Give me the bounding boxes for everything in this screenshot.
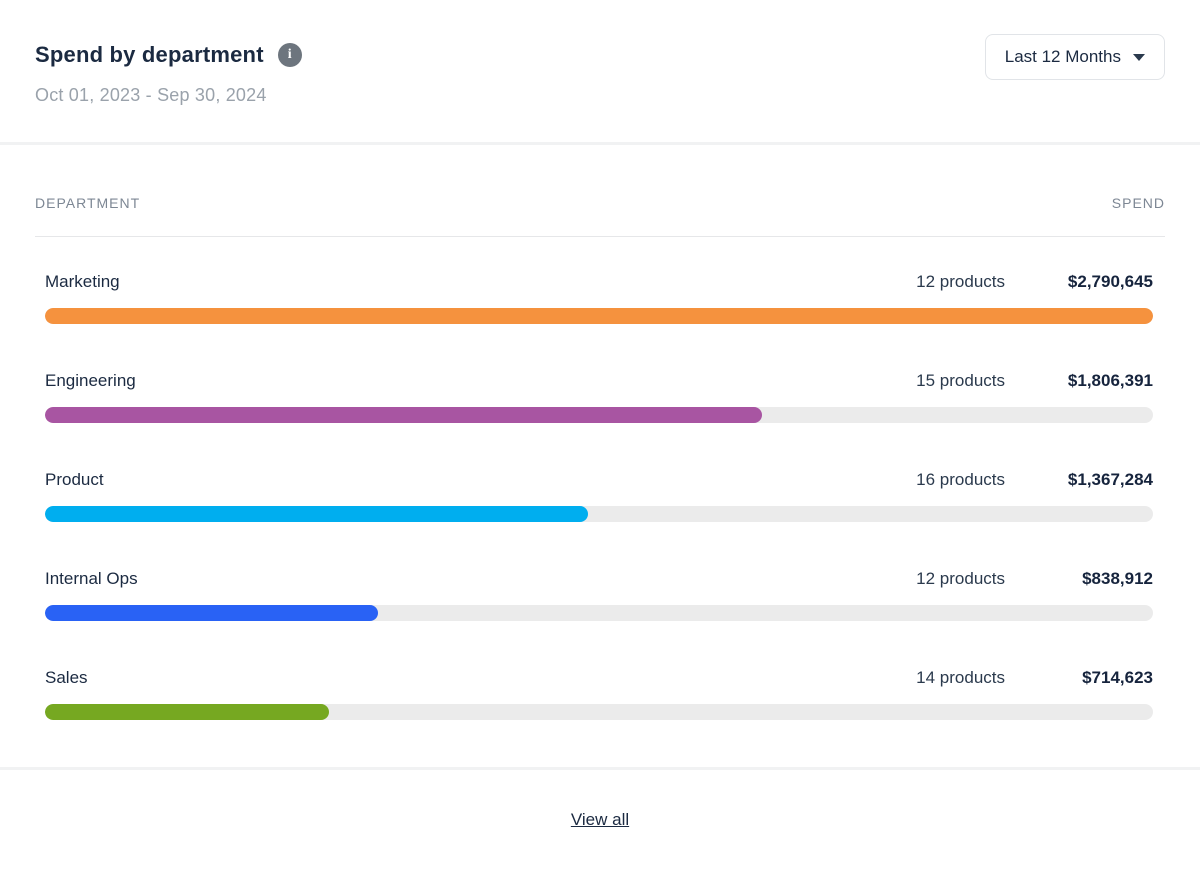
products-count: 14 products [916,668,1005,687]
table-row: Product 16 products $1,367,284 [35,435,1165,534]
chevron-down-icon [1133,53,1145,61]
department-label: Internal Ops [45,569,138,588]
department-label: Engineering [45,371,136,390]
spend-bar-track [45,605,1153,621]
spend-bar-fill [45,308,1153,324]
table-row: Marketing 12 products $2,790,645 [35,237,1165,336]
table-row: Internal Ops 12 products $838,912 [35,534,1165,633]
spend-bar-fill [45,704,329,720]
column-header-spend: SPEND [1111,195,1165,211]
spend-bar-track [45,704,1153,720]
department-label: Sales [45,668,88,687]
info-icon[interactable]: i [277,43,302,67]
spend-value: $838,912 [1082,569,1153,588]
page-title: Spend by department [35,42,264,67]
spend-value: $2,790,645 [1067,272,1153,291]
products-count: 12 products [916,569,1005,588]
bottom-divider [0,767,1200,770]
date-range: Oct 01, 2023 - Sep 30, 2024 [35,85,267,105]
spend-value: $714,623 [1082,668,1153,687]
table-bottom-padding [35,732,1165,767]
spend-table: DEPARTMENT SPEND Marketing 12 products $… [0,145,1200,767]
spend-bar-fill [45,605,379,621]
spend-bar-track [45,506,1153,522]
products-count: 16 products [916,470,1005,489]
department-label: Product [45,470,104,489]
card-footer: View all [0,770,1200,870]
spend-bar-fill [45,506,588,522]
table-row: Engineering 15 products $1,806,391 [35,336,1165,435]
products-count: 12 products [916,272,1005,291]
department-label: Marketing [45,272,120,291]
period-selector-button[interactable]: Last 12 Months [984,34,1165,80]
table-row: Sales 14 products $714,623 [35,633,1165,732]
card-header: Spend by department i Oct 01, 2023 - Sep… [0,0,1200,145]
table-column-header: DEPARTMENT SPEND [35,145,1165,237]
spend-bar-track [45,308,1153,324]
spend-bar-fill [45,407,763,423]
spend-value: $1,806,391 [1067,371,1153,390]
spend-bar-track [45,407,1153,423]
column-header-department: DEPARTMENT [35,195,141,211]
spend-value: $1,367,284 [1067,470,1153,489]
view-all-link[interactable]: View all [570,810,630,829]
products-count: 15 products [916,371,1005,390]
period-selector-label: Last 12 Months [1004,47,1121,66]
